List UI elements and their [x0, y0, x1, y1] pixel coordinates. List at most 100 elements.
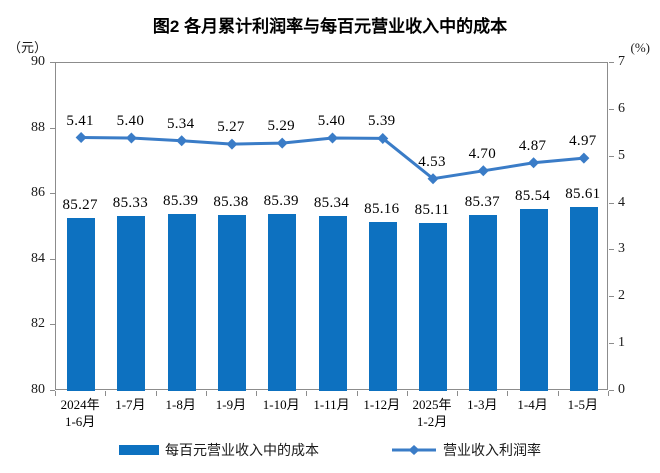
- cost-bar: [519, 209, 548, 391]
- diamond-marker-icon: [477, 165, 489, 177]
- line-diamond-icon: [392, 445, 436, 455]
- line-value-label: 5.40: [116, 112, 145, 129]
- line-value-label: 4.70: [468, 145, 497, 162]
- right-axis-tickmark: [609, 202, 614, 204]
- x-category-label: 1-11月: [313, 397, 350, 412]
- cost-bar: [368, 221, 397, 391]
- right-axis-tick-label: 0: [618, 382, 625, 397]
- diamond-marker-icon: [176, 135, 188, 147]
- right-axis-tick-label: 7: [618, 54, 625, 69]
- x-category-label: 2025年 1-2月: [412, 397, 452, 429]
- line-value-label: 5.41: [66, 112, 94, 129]
- bar-value-label: 85.39: [163, 193, 199, 210]
- x-axis-tickmark: [457, 391, 459, 396]
- left-axis-tick-label: 86: [31, 185, 45, 201]
- bar-value-label: 85.34: [313, 194, 350, 211]
- legend-item-cost: 每百元营业收入中的成本: [119, 440, 319, 460]
- x-category-label: 1-7月: [115, 397, 146, 412]
- x-axis-tickmark: [105, 391, 107, 396]
- right-axis-tickmark: [609, 343, 614, 345]
- legend-label-cost: 每百元营业收入中的成本: [165, 444, 319, 459]
- x-axis-tickmark: [507, 391, 509, 396]
- x-axis-tickmark: [55, 391, 56, 396]
- line-value-label: 4.87: [518, 137, 547, 154]
- x-axis-tickmark: [406, 391, 408, 396]
- bar-value-label: 85.39: [263, 193, 299, 210]
- right-axis-tickmark: [609, 155, 614, 157]
- line-value-label: 5.39: [368, 113, 396, 130]
- line-series-swatch: [391, 444, 437, 456]
- x-axis-tickmark: [608, 391, 609, 396]
- diamond-marker-icon: [125, 132, 137, 144]
- profit-rate-line: [75, 132, 590, 185]
- cost-bar: [167, 214, 196, 391]
- diamond-marker-icon: [578, 152, 590, 164]
- right-axis-tick-label: 5: [618, 147, 625, 163]
- x-category-label: 1-4月: [517, 397, 548, 412]
- line-value-label: 5.34: [166, 115, 195, 132]
- left-axis-tickmark: [50, 258, 55, 260]
- left-axis-tickmark: [50, 127, 55, 129]
- x-category-label: 1-10月: [262, 397, 300, 412]
- right-axis-tick-label: 3: [618, 241, 625, 257]
- diamond-marker-icon: [75, 132, 87, 144]
- right-axis-tickmark: [609, 296, 614, 298]
- x-category-label: 1-8月: [165, 397, 196, 412]
- diamond-marker-icon: [327, 132, 338, 144]
- diamond-marker-icon: [226, 138, 238, 150]
- line-value-label: 5.27: [217, 119, 245, 136]
- right-axis-unit-label: (%): [630, 40, 651, 55]
- bar-series-swatch: [119, 445, 159, 455]
- left-axis-tick-label: 88: [31, 119, 45, 135]
- legend: 每百元营业收入中的成本 营业收入利润率: [0, 440, 660, 460]
- x-category-label: 2024年 1-6月: [60, 397, 100, 429]
- chart-title: 图2 各月累计利润率与每百元营业收入中的成本: [152, 17, 508, 36]
- x-category-label: 1-3月: [467, 397, 498, 412]
- bar-value-label: 85.38: [213, 193, 249, 210]
- x-category-label: 1-9月: [215, 397, 247, 412]
- right-axis-tick-label: 4: [618, 194, 625, 210]
- legend-label-profit-rate: 营业收入利润率: [443, 444, 541, 459]
- left-axis-unit-label: （元）: [8, 40, 48, 55]
- plot-area: [55, 62, 608, 391]
- right-axis-tickmark: [609, 249, 614, 251]
- left-axis-tick-label: 90: [31, 54, 45, 69]
- line-value-label: 4.53: [418, 153, 446, 170]
- bar-value-label: 85.33: [112, 195, 149, 212]
- bar-value-label: 85.11: [414, 202, 450, 219]
- left-axis-tickmark: [50, 193, 55, 195]
- diamond-marker-icon: [427, 173, 439, 185]
- line-value-label: 5.29: [267, 118, 295, 135]
- x-axis-tickmark: [155, 391, 157, 396]
- left-axis-tickmark: [50, 390, 55, 391]
- diamond-marker-icon: [276, 137, 288, 149]
- cost-bar: [217, 214, 246, 391]
- cost-bar: [268, 214, 297, 391]
- cost-bar: [67, 218, 96, 391]
- right-axis-tickmark: [609, 390, 614, 391]
- bar-value-label: 85.27: [62, 197, 98, 214]
- right-axis-tick-label: 6: [618, 100, 625, 116]
- line-value-label: 4.97: [569, 133, 597, 150]
- left-axis-tick-label: 84: [31, 250, 45, 266]
- cost-bar: [469, 214, 498, 391]
- diamond-marker-icon: [528, 157, 540, 169]
- line-value-label: 5.40: [317, 112, 346, 129]
- x-axis-tickmark: [205, 391, 207, 396]
- x-axis-tickmark: [306, 391, 308, 396]
- x-axis-tickmark: [256, 391, 258, 396]
- x-axis-tickmark: [557, 391, 559, 396]
- cost-bar: [569, 206, 598, 391]
- right-axis-tickmark: [609, 108, 614, 110]
- bar-value-label: 85.37: [464, 193, 500, 210]
- right-axis-tick-label: 2: [618, 288, 625, 304]
- left-axis-tick-label: 80: [31, 382, 45, 397]
- bar-value-label: 85.54: [514, 188, 551, 205]
- legend-item-profit-rate: 营业收入利润率: [391, 440, 541, 460]
- right-axis-tick-label: 1: [618, 335, 625, 351]
- left-axis-tick-label: 82: [31, 316, 45, 332]
- cost-bar: [117, 216, 146, 391]
- cost-bar: [318, 215, 347, 391]
- x-axis-tickmark: [356, 391, 358, 396]
